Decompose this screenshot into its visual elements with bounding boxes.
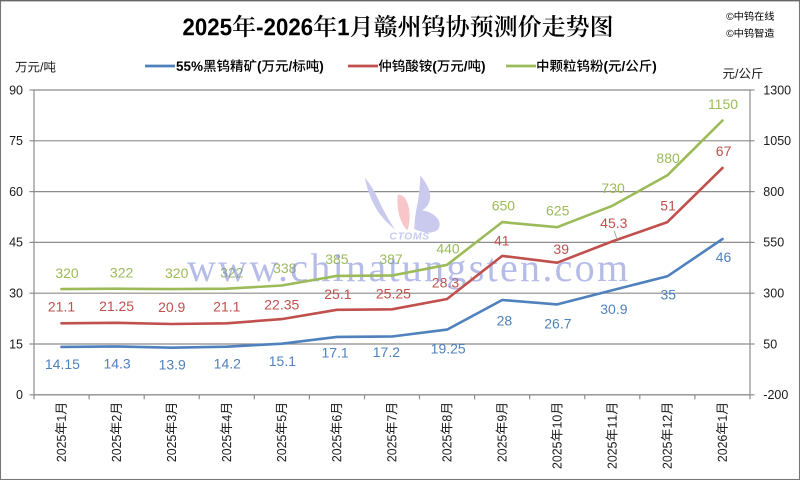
svg-text:1050: 1050: [763, 134, 791, 148]
svg-text:13.9: 13.9: [159, 357, 186, 373]
svg-text:322: 322: [220, 265, 244, 281]
svg-text:CTOMS: CTOMS: [389, 230, 429, 242]
svg-text:21.1: 21.1: [48, 298, 75, 314]
svg-text:440: 440: [436, 241, 460, 257]
svg-text:625: 625: [546, 203, 570, 219]
svg-text:-200: -200: [763, 388, 788, 402]
svg-text:20.9: 20.9: [158, 299, 185, 315]
svg-text:21.25: 21.25: [99, 298, 134, 314]
svg-text:41: 41: [494, 233, 510, 249]
svg-text:650: 650: [492, 198, 516, 214]
svg-text:50: 50: [763, 337, 777, 351]
svg-text:28.3: 28.3: [432, 275, 459, 291]
svg-text:550: 550: [763, 236, 784, 250]
svg-text:17.2: 17.2: [373, 344, 400, 360]
svg-text:880: 880: [656, 150, 680, 166]
svg-text:39: 39: [553, 241, 569, 257]
svg-text:67: 67: [716, 143, 732, 159]
svg-text:800: 800: [763, 185, 784, 199]
svg-text:75: 75: [9, 134, 23, 148]
svg-text:45.3: 45.3: [600, 215, 627, 231]
svg-text:51: 51: [660, 198, 676, 214]
svg-text:15.1: 15.1: [269, 353, 296, 369]
svg-text:25.25: 25.25: [376, 285, 411, 301]
svg-text:17.1: 17.1: [321, 345, 348, 361]
svg-text:730: 730: [601, 180, 625, 196]
svg-text:14.15: 14.15: [45, 356, 80, 372]
svg-text:14.3: 14.3: [103, 355, 130, 371]
svg-text:0: 0: [16, 388, 23, 402]
svg-text:14.2: 14.2: [214, 356, 241, 372]
svg-text:46: 46: [716, 249, 732, 265]
svg-text:320: 320: [55, 265, 79, 281]
svg-text:90: 90: [9, 83, 23, 97]
svg-text:15: 15: [9, 337, 23, 351]
svg-text:35: 35: [661, 286, 677, 302]
svg-text:30: 30: [9, 287, 23, 301]
svg-text:60: 60: [9, 185, 23, 199]
svg-text:387: 387: [379, 251, 403, 267]
svg-text:25.1: 25.1: [324, 286, 351, 302]
svg-text:300: 300: [763, 287, 784, 301]
svg-text:22.35: 22.35: [264, 297, 299, 313]
svg-text:28: 28: [497, 312, 513, 328]
svg-text:385: 385: [325, 251, 349, 267]
svg-text:1300: 1300: [763, 83, 791, 97]
svg-text:320: 320: [165, 265, 189, 281]
svg-text:322: 322: [110, 265, 134, 281]
svg-text:www.chinatungsten.com: www.chinatungsten.com: [187, 245, 630, 290]
svg-text:19.25: 19.25: [431, 340, 466, 356]
svg-text:21.1: 21.1: [213, 298, 240, 314]
svg-text:30.9: 30.9: [600, 301, 627, 317]
svg-text:45: 45: [9, 236, 23, 250]
svg-text:1150: 1150: [708, 96, 738, 112]
svg-text:338: 338: [273, 260, 297, 276]
svg-text:26.7: 26.7: [544, 316, 571, 332]
